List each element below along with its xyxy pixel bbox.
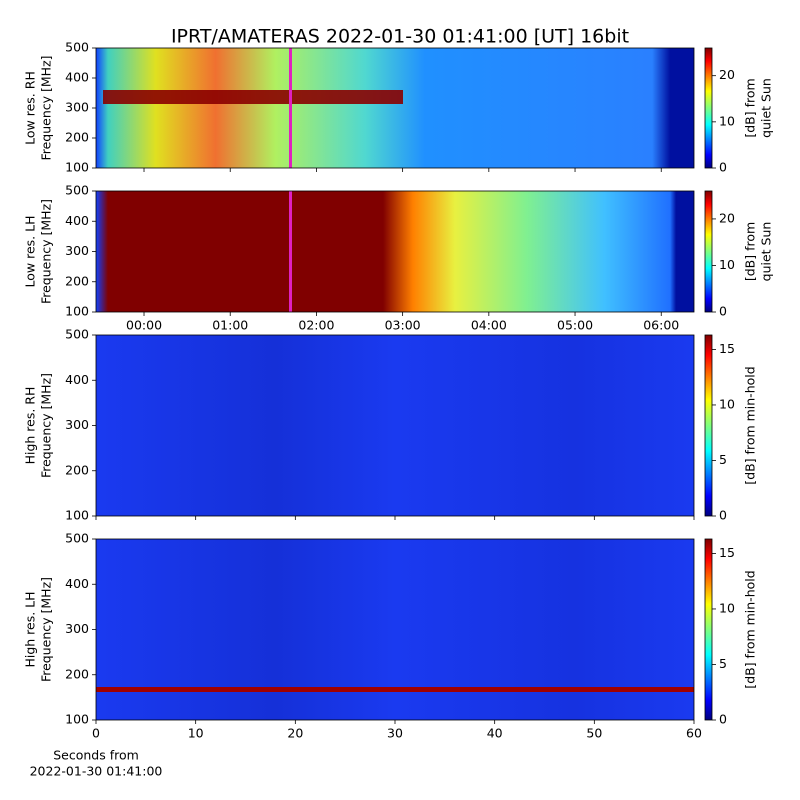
y-tick-label: 100: [65, 712, 89, 727]
y-tick-label: 500: [65, 40, 89, 55]
colorbar-tick-label: 0: [719, 304, 727, 319]
y-tick-label: 200: [65, 462, 89, 477]
y-tick-label: 300: [65, 417, 89, 432]
spectrogram-image: [96, 191, 694, 312]
y-label: High res. LH: [23, 591, 38, 667]
colorbar-label: quiet Sun: [759, 78, 774, 138]
x-tick-label: 40: [487, 726, 503, 741]
x-tick-label: 05:00: [557, 318, 593, 333]
colorbar-tick-label: 5: [719, 656, 727, 671]
colorbar-tick-label: 0: [719, 160, 727, 175]
x-tick-label: 60: [686, 726, 702, 741]
y-label: Frequency [MHz]: [39, 577, 54, 682]
x-label: 2022-01-30 01:41:00: [30, 764, 163, 779]
colorbar-label: [dB] from min-hold: [743, 570, 758, 688]
colorbar-label: [dB] from min-hold: [743, 366, 758, 484]
colorbar: [704, 334, 713, 517]
colorbar-tick-label: 10: [719, 257, 735, 272]
y-tick-label: 400: [65, 213, 89, 228]
y-tick-label: 400: [65, 372, 89, 387]
spectrogram-image: [96, 335, 694, 516]
colorbar: [704, 47, 713, 169]
spectrogram-feature: [96, 687, 694, 692]
colorbar-tick-label: 20: [719, 67, 735, 82]
y-tick-label: 500: [65, 531, 89, 546]
x-tick-label: 10: [188, 726, 204, 741]
x-tick-label: 06:00: [643, 318, 679, 333]
y-tick-label: 100: [65, 160, 89, 175]
x-tick-label: 30: [387, 726, 403, 741]
y-label: Frequency [MHz]: [39, 199, 54, 304]
colorbar-tick-label: 10: [719, 113, 735, 128]
y-label: Low res. RH: [23, 71, 38, 145]
y-tick-label: 200: [65, 130, 89, 145]
colorbar-label: [dB] from: [743, 222, 758, 281]
spectrogram-feature: [103, 90, 403, 104]
colorbar-label: [dB] from: [743, 78, 758, 137]
y-tick-label: 200: [65, 273, 89, 288]
colorbar: [704, 538, 713, 721]
x-tick-label: 03:00: [385, 318, 421, 333]
x-tick-label: 50: [586, 726, 602, 741]
colorbar-tick-label: 10: [719, 396, 735, 411]
colorbar-tick-label: 0: [719, 508, 727, 523]
spectrogram-feature: [289, 48, 292, 168]
y-tick-label: 300: [65, 621, 89, 636]
y-tick-label: 100: [65, 508, 89, 523]
y-tick-label: 400: [65, 70, 89, 85]
x-label: Seconds from: [53, 748, 139, 763]
y-label: Frequency [MHz]: [39, 373, 54, 478]
colorbar-tick-label: 20: [719, 210, 735, 225]
y-tick-label: 200: [65, 666, 89, 681]
spectrogram-image: [96, 48, 694, 168]
colorbar-tick-label: 15: [719, 545, 735, 560]
y-tick-label: 100: [65, 304, 89, 319]
x-tick-label: 02:00: [298, 318, 334, 333]
y-tick-label: 300: [65, 100, 89, 115]
colorbar-tick-label: 5: [719, 452, 727, 467]
x-tick-label: 04:00: [471, 318, 507, 333]
y-label: High res. RH: [23, 387, 38, 465]
x-tick-label: 0: [92, 726, 100, 741]
colorbar-tick-label: 10: [719, 600, 735, 615]
colorbar-tick-label: 0: [719, 712, 727, 727]
y-tick-label: 300: [65, 243, 89, 258]
colorbar: [704, 190, 713, 313]
x-tick-label: 00:00: [126, 318, 162, 333]
y-label: Frequency [MHz]: [39, 55, 54, 160]
spectrogram-image: [96, 539, 694, 720]
title: IPRT/AMATERAS 2022-01-30 01:41:00 [UT] 1…: [171, 26, 629, 48]
y-tick-label: 400: [65, 576, 89, 591]
colorbar-tick-label: 15: [719, 341, 735, 356]
spectrogram-feature: [289, 191, 292, 312]
y-tick-label: 500: [65, 327, 89, 342]
y-label: Low res. LH: [23, 216, 38, 288]
y-tick-label: 500: [65, 183, 89, 198]
x-tick-label: 20: [287, 726, 303, 741]
colorbar-label: quiet Sun: [759, 222, 774, 282]
x-tick-label: 01:00: [212, 318, 248, 333]
